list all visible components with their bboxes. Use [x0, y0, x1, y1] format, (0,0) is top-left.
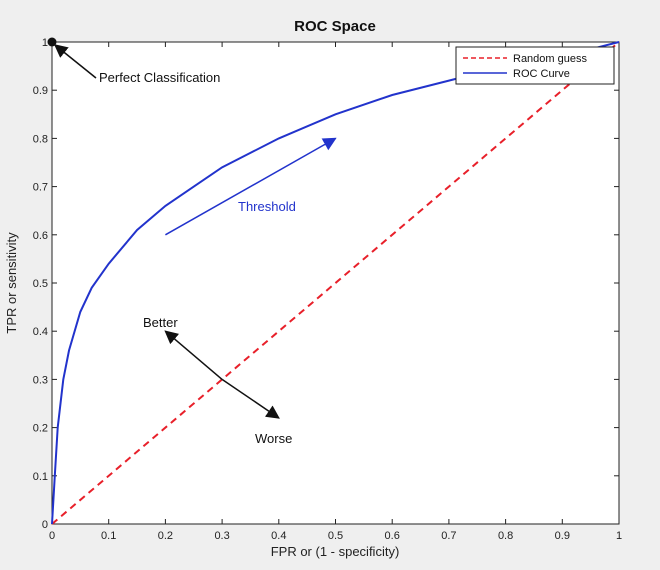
axis-ticks: 0 0.1 0.2 0.3 0.4 0.5 0.6 0.7 0.8 0.9 1 0 0.1 0.2 0.3 0…: [33, 37, 622, 542]
y-tick-label: 0.2: [33, 423, 48, 435]
y-tick-label: 0: [42, 519, 48, 531]
x-tick-label: 0.6: [385, 530, 400, 542]
y-tick-label: 0.6: [33, 230, 48, 242]
y-tick-label: 0.8: [33, 133, 48, 145]
y-tick-label: 0.9: [33, 85, 48, 97]
x-tick-label: 1: [616, 530, 622, 542]
y-tick-label: 0.1: [33, 471, 48, 483]
x-tick-label: 0.5: [328, 530, 343, 542]
better-label: Better: [143, 315, 178, 330]
legend-label-roc-curve: ROC Curve: [513, 68, 570, 80]
x-tick-label: 0.2: [158, 530, 173, 542]
perfect-classification-arrow: [53, 44, 97, 79]
worse-label: Worse: [255, 431, 292, 446]
worse-arrow: [221, 378, 280, 419]
threshold-label: Threshold: [238, 199, 296, 214]
legend-label-random-guess: Random guess: [513, 53, 587, 65]
perfect-classification-label: Perfect Classification: [99, 70, 220, 85]
series-line-random-guess: [51, 41, 620, 525]
y-tick-label: 0.3: [33, 374, 48, 386]
x-tick-label: 0: [49, 530, 55, 542]
y-tick-label: 0.7: [33, 182, 48, 194]
threshold-arrow: [165, 137, 337, 236]
x-tick-label: 0.7: [441, 530, 456, 542]
x-tick-label: 0.9: [555, 530, 570, 542]
x-axis-label: FPR or (1 - specificity): [271, 544, 400, 559]
better-arrow: [164, 330, 223, 380]
x-tick-label: 0.4: [271, 530, 286, 542]
y-tick-label: 0.5: [33, 278, 48, 290]
y-tick-label: 0.4: [33, 326, 48, 338]
x-tick-label: 0.1: [101, 530, 116, 542]
y-tick-label: 1: [42, 37, 48, 49]
x-tick-label: 0.8: [498, 530, 513, 542]
chart-title: ROC Space: [294, 18, 376, 35]
legend-box: [455, 46, 615, 85]
y-axis-label: TPR or sensitivity: [4, 232, 19, 334]
x-tick-label: 0.3: [214, 530, 229, 542]
legend: Random guess ROC Curve: [455, 46, 615, 85]
